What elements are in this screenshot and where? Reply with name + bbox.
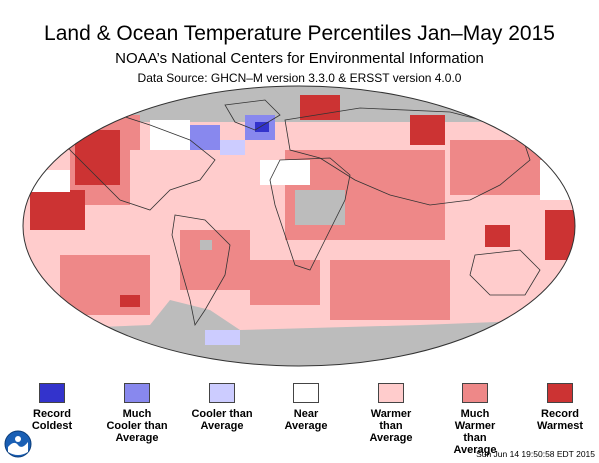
record-warm-eastern-pacific [30, 190, 85, 230]
record-warm-central-pacific [545, 210, 575, 260]
legend-item: Cooler than Average [189, 383, 269, 432]
legend-label: Record Warmest [536, 408, 584, 432]
globe-border [22, 85, 576, 367]
near-avg-pacific [30, 170, 70, 192]
greenland-outline [224, 99, 281, 131]
legend-label: Much Cooler than Average [106, 408, 168, 444]
legend-swatch [209, 383, 235, 403]
warm-patch-south-atlantic [250, 260, 320, 305]
much-cooler-eastern-canada [190, 125, 220, 150]
missing-north-africa [295, 190, 345, 225]
record-cold-north-atlantic [255, 122, 269, 132]
record-warm-arctic [300, 95, 340, 120]
eurasia-outline [284, 107, 531, 206]
south-america-outline [171, 214, 231, 327]
australia-outline [469, 249, 541, 296]
data-source: Data Source: GHCN–M version 3.3.0 & ERSS… [137, 71, 462, 85]
legend-swatch [462, 383, 488, 403]
legend-swatch [293, 383, 319, 403]
north-america-outline [59, 111, 216, 211]
record-warm-siberia [410, 115, 445, 145]
legend-item: Record Warmest [527, 383, 599, 432]
record-warm-south-pacific [120, 295, 140, 307]
legend-item: Much Cooler than Average [104, 383, 184, 444]
legend-label: Much Warmer than Average [453, 408, 497, 456]
map-title: Land & Ocean Temperature Percentiles Jan… [44, 22, 555, 45]
near-avg-canada [150, 120, 190, 150]
legend-swatch [124, 383, 150, 403]
record-warm-northeast-pacific [75, 130, 120, 185]
cooler-north-atlantic [220, 140, 245, 155]
legend-item: Record Coldest [19, 383, 99, 432]
timestamp: Sun Jun 14 19:50:58 EDT 2015 [476, 449, 595, 459]
legend-label: Near Average [284, 408, 328, 432]
warm-patch-south-america [180, 230, 250, 290]
record-warm-indonesia [485, 225, 510, 247]
legend-label: Cooler than Average [191, 408, 253, 432]
warm-patch-indian-ocean [330, 260, 450, 320]
cooler-southern-ocean [205, 330, 240, 345]
africa-outline [269, 157, 351, 271]
legend-item: Much Warmer than Average [442, 383, 522, 456]
noaa-logo-icon [4, 430, 32, 458]
legend-swatch [39, 383, 65, 403]
near-avg-north-atlantic [260, 160, 310, 185]
map-subtitle: NOAA’s National Centers for Environmenta… [115, 50, 484, 67]
legend-swatch [547, 383, 573, 403]
missing-amazon [200, 240, 212, 250]
legend-swatch [378, 383, 404, 403]
legend-label: Record Coldest [31, 408, 73, 432]
legend-label: Warmer than Average [369, 408, 413, 444]
legend-item: Near Average [273, 383, 353, 432]
legend-item: Warmer than Average [358, 383, 438, 444]
